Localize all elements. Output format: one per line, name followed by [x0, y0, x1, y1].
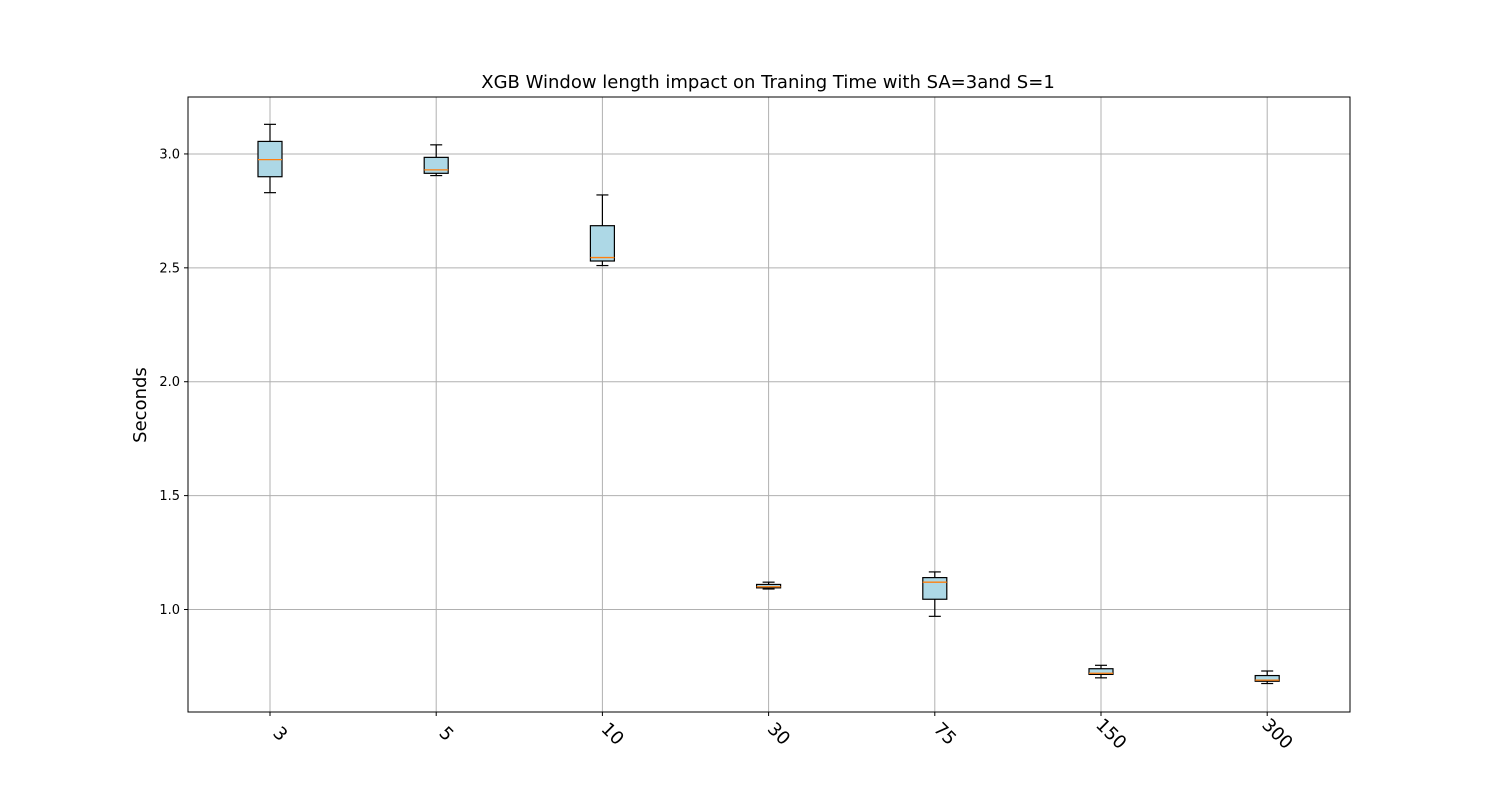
y-tick-label: 1.5 — [159, 489, 180, 504]
y-tick-label: 2.5 — [159, 261, 180, 276]
x-tick-label: 30 — [763, 719, 794, 750]
box-150 — [1088, 664, 1114, 679]
y-axis-label: Seconds — [130, 367, 151, 443]
x-tick-label: 150 — [1091, 715, 1130, 754]
x-tick-label: 10 — [597, 719, 628, 750]
iqr-box — [922, 577, 948, 600]
y-tick-label: 1.0 — [159, 603, 180, 618]
iqr-box — [589, 225, 616, 262]
box-300 — [1254, 670, 1280, 685]
iqr-box — [1088, 668, 1114, 676]
box-30 — [755, 581, 782, 590]
y-tick-label: 2.0 — [159, 375, 180, 390]
x-tick-label: 5 — [435, 723, 458, 746]
box-5 — [423, 144, 449, 177]
x-tick-label: 75 — [929, 719, 960, 750]
y-tick-label: 3.0 — [159, 147, 180, 162]
box-layer — [257, 123, 1280, 685]
box-10 — [589, 194, 616, 267]
box-75 — [922, 571, 948, 617]
box-3 — [257, 123, 283, 194]
grid-layer — [188, 97, 1350, 712]
iqr-box — [423, 156, 449, 174]
chart-title: XGB Window length impact on Traning Time… — [481, 72, 1055, 93]
x-tick-label: 300 — [1258, 715, 1297, 754]
x-tick-label: 3 — [268, 723, 291, 746]
iqr-box — [1254, 674, 1280, 682]
y-axis: 1.0 1.5 2.0 2.5 3.0 — [159, 147, 188, 618]
x-axis: 3 5 10 30 75 150 300 — [268, 712, 1297, 754]
